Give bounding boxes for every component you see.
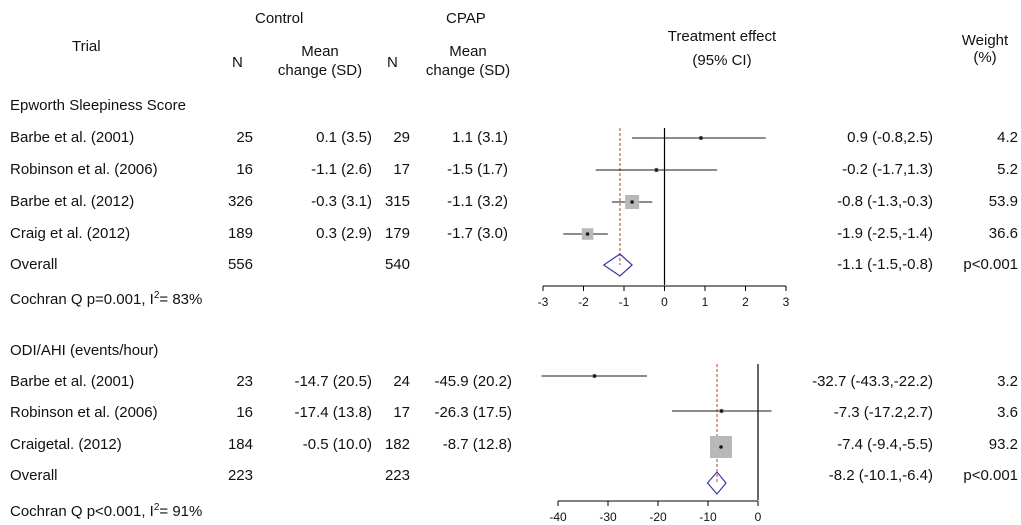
n-cpap: 29 <box>393 129 410 146</box>
mean-control: -1.1 (2.6) <box>311 161 372 178</box>
control-group-header: Control <box>255 10 304 27</box>
mean-cpap: -1.7 (3.0) <box>447 225 508 242</box>
ci-text: -1.9 (-2.5,-1.4) <box>837 225 933 242</box>
x-tick-label: 0 <box>661 295 668 309</box>
n-cpap: 17 <box>393 404 410 421</box>
study-point <box>630 200 634 204</box>
study-point <box>699 136 703 140</box>
x-tick-label: 2 <box>742 295 749 309</box>
study-point <box>654 168 659 172</box>
cpap-group-header: CPAP <box>446 10 486 27</box>
n-control: 16 <box>236 404 253 421</box>
mean-control: -17.4 (13.8) <box>294 404 372 421</box>
ci-text: -7.4 (-9.4,-5.5) <box>837 436 933 453</box>
control-n-header: N <box>232 54 243 71</box>
overall-n-control: 556 <box>227 256 253 273</box>
study-point <box>592 374 597 378</box>
weight-header-line2: (%) <box>973 49 997 66</box>
effect-header-line2: (95% CI) <box>692 52 752 69</box>
trial-name: Barbe et al. (2001) <box>10 129 135 146</box>
mean-control: 0.3 (2.9) <box>316 225 372 242</box>
ci-text: -32.7 (-43.3,-22.2) <box>812 373 933 390</box>
x-tick-label: -30 <box>599 510 617 524</box>
overall-label: Overall <box>10 256 58 273</box>
mean-cpap: -26.3 (17.5) <box>434 404 512 421</box>
overall-n-cpap: 223 <box>384 467 410 484</box>
overall-n-control: 223 <box>227 467 253 484</box>
x-tick-label: -3 <box>538 295 549 309</box>
n-control: 189 <box>227 225 253 242</box>
overall-p-value: p<0.001 <box>963 467 1018 484</box>
mean-control: -0.3 (3.1) <box>311 193 372 210</box>
ci-text: -0.2 (-1.7,1.3) <box>842 161 933 178</box>
overall-label: Overall <box>10 467 58 484</box>
study-point <box>719 445 723 449</box>
n-control: 184 <box>227 436 253 453</box>
mean-cpap: -1.1 (3.2) <box>447 193 508 210</box>
overall-ci-text: -8.2 (-10.1,-6.4) <box>828 467 933 484</box>
trial-name: Barbe et al. (2001) <box>10 373 135 390</box>
trial-name: Barbe et al. (2012) <box>10 193 135 210</box>
mean-control: -14.7 (20.5) <box>294 373 372 390</box>
n-control: 16 <box>236 161 253 178</box>
n-cpap: 17 <box>393 161 410 178</box>
weight-text: 53.9 <box>988 193 1018 210</box>
n-cpap: 182 <box>384 436 410 453</box>
n-control: 23 <box>236 373 253 390</box>
weight-text: 36.6 <box>988 225 1018 242</box>
control-mean-header-line1: Mean <box>301 43 339 60</box>
mean-cpap: -8.7 (12.8) <box>442 436 512 453</box>
x-tick-label: -1 <box>619 295 630 309</box>
ci-text: 0.9 (-0.8,2.5) <box>847 129 933 146</box>
section-title-odi: ODI/AHI (events/hour) <box>10 342 159 359</box>
x-tick-label: -40 <box>549 510 567 524</box>
mean-cpap: -1.5 (1.7) <box>447 161 508 178</box>
x-tick-label: 1 <box>702 295 709 309</box>
n-cpap: 315 <box>384 193 410 210</box>
trial-name: Craig et al. (2012) <box>10 225 131 242</box>
weight-text: 3.2 <box>997 373 1018 390</box>
trial-name: Robinson et al. (2006) <box>10 404 158 421</box>
mean-cpap: 1.1 (3.1) <box>452 129 508 146</box>
cpap-mean-header-line1: Mean <box>449 43 487 60</box>
x-tick-label: -20 <box>649 510 667 524</box>
trial-column-header: Trial <box>72 38 101 55</box>
weight-text: 3.6 <box>997 404 1018 421</box>
x-tick-label: 3 <box>783 295 790 309</box>
trial-name: Robinson et al. (2006) <box>10 161 158 178</box>
mean-cpap: -45.9 (20.2) <box>434 373 512 390</box>
cpap-n-header: N <box>387 54 398 71</box>
overall-diamond <box>706 471 727 495</box>
overall-diamond <box>602 253 633 277</box>
x-tick-label: 0 <box>755 510 762 524</box>
heterogeneity-stat: Cochran Q p=0.001, I2= 83% <box>10 290 203 308</box>
n-control: 326 <box>227 193 253 210</box>
x-tick-label: -10 <box>699 510 717 524</box>
x-tick-label: -2 <box>578 295 589 309</box>
trial-name: Craigetal. (2012) <box>10 436 122 453</box>
overall-ci-text: -1.1 (-1.5,-0.8) <box>837 256 933 273</box>
section-title-ess: Epworth Sleepiness Score <box>10 97 186 114</box>
study-point <box>719 409 724 413</box>
weight-text: 93.2 <box>988 436 1018 453</box>
overall-p-value: p<0.001 <box>963 256 1018 273</box>
n-cpap: 24 <box>393 373 410 390</box>
ci-text: -0.8 (-1.3,-0.3) <box>837 193 933 210</box>
mean-control: 0.1 (3.5) <box>316 129 372 146</box>
n-cpap: 179 <box>384 225 410 242</box>
ci-text: -7.3 (-17.2,2.7) <box>833 404 933 421</box>
study-point <box>585 232 590 236</box>
n-control: 25 <box>236 129 253 146</box>
cpap-mean-header-line2: change (SD) <box>425 62 511 79</box>
mean-control: -0.5 (10.0) <box>302 436 372 453</box>
weight-header-line1: Weight <box>961 32 1009 49</box>
weight-text: 4.2 <box>997 129 1018 146</box>
effect-header-line1: Treatment effect <box>667 28 777 45</box>
heterogeneity-stat: Cochran Q p<0.001, I2= 91% <box>10 502 203 520</box>
overall-n-cpap: 540 <box>384 256 410 273</box>
control-mean-header-line2: change (SD) <box>277 62 363 79</box>
weight-text: 5.2 <box>997 161 1018 178</box>
